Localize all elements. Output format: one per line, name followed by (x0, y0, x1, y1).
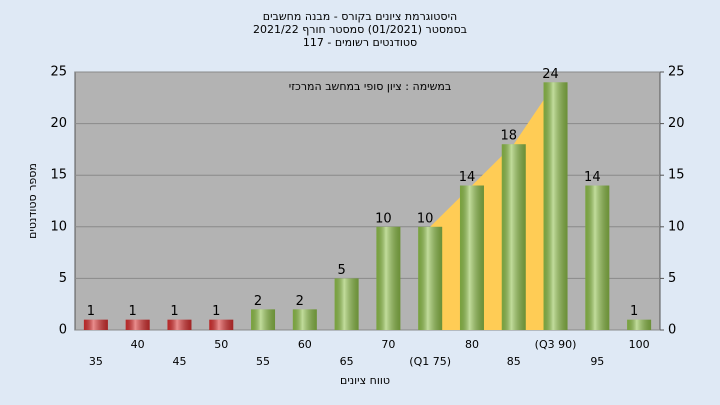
x-tick-label: 40 (131, 338, 145, 351)
y2-tick-label: 10 (668, 219, 685, 234)
x-tick-label: 85 (507, 355, 521, 368)
value-label: 1 (129, 304, 137, 319)
bar-shade (501, 144, 526, 330)
bar-shade (376, 226, 401, 330)
x-tick-label: 60 (298, 338, 312, 351)
chart-subtitle: בסמסטר (01/2021) סמסטר חורף 2021/22 (253, 23, 467, 36)
bar-shade (585, 185, 610, 330)
y2-tick-label: 20 (668, 116, 685, 131)
value-label: 24 (542, 67, 559, 82)
value-label: 18 (500, 129, 517, 144)
value-label: 1 (630, 304, 638, 319)
bar-shade (292, 309, 317, 330)
chart-title: היסטוגרמת ציונים בקורס - מבנה מחשבים (263, 10, 457, 23)
x-tick-label: (Q1 75) (409, 355, 451, 368)
y-tick-label: 25 (50, 65, 67, 80)
y-axis-label: מספר סטודנטים (26, 163, 39, 239)
value-label: 2 (254, 294, 262, 309)
value-label: 1 (212, 304, 220, 319)
bar-shade (418, 226, 443, 330)
bar-shade (125, 319, 150, 330)
x-tick-label: 80 (465, 338, 479, 351)
x-tick-label: 50 (214, 338, 228, 351)
value-label: 2 (296, 294, 304, 309)
value-label: 14 (584, 170, 601, 185)
x-axis-label: טווח ציונים (340, 374, 390, 387)
value-label: 10 (417, 211, 434, 226)
y-tick-label: 15 (50, 168, 67, 183)
bar-shade (167, 319, 192, 330)
value-label: 10 (375, 211, 392, 226)
y2-tick-label: 5 (668, 271, 676, 286)
bar-shade (627, 319, 652, 330)
y-tick-label: 20 (50, 116, 67, 131)
x-tick-label: 55 (256, 355, 270, 368)
x-tick-label: (Q3 90) (535, 338, 577, 351)
bar-shade (83, 319, 108, 330)
chart-subtitle: סטודנטים רשומים - 117 (303, 36, 417, 49)
x-tick-label: 100 (629, 338, 650, 351)
value-label: 14 (459, 170, 476, 185)
value-label: 5 (337, 263, 345, 278)
x-tick-label: 65 (340, 355, 354, 368)
x-tick-label: 35 (89, 355, 103, 368)
bar-shade (251, 309, 276, 330)
bar-shade (459, 185, 484, 330)
x-tick-label: 45 (172, 355, 186, 368)
plot-area (74, 71, 661, 331)
y-tick-label: 10 (50, 219, 67, 234)
value-label: 1 (87, 304, 95, 319)
y2-tick-label: 15 (668, 168, 685, 183)
y2-tick-label: 0 (668, 323, 676, 338)
y-tick-label: 0 (59, 323, 67, 338)
value-label: 1 (170, 304, 178, 319)
x-tick-label: 95 (590, 355, 604, 368)
bar-shade (334, 278, 359, 330)
y-tick-label: 5 (59, 271, 67, 286)
bar-shade (543, 82, 568, 330)
annotation: במשימה : ציון סופי במחשב המרכזי (289, 80, 452, 93)
x-tick-label: 70 (381, 338, 395, 351)
bar-shade (209, 319, 234, 330)
y2-tick-label: 25 (668, 65, 685, 80)
